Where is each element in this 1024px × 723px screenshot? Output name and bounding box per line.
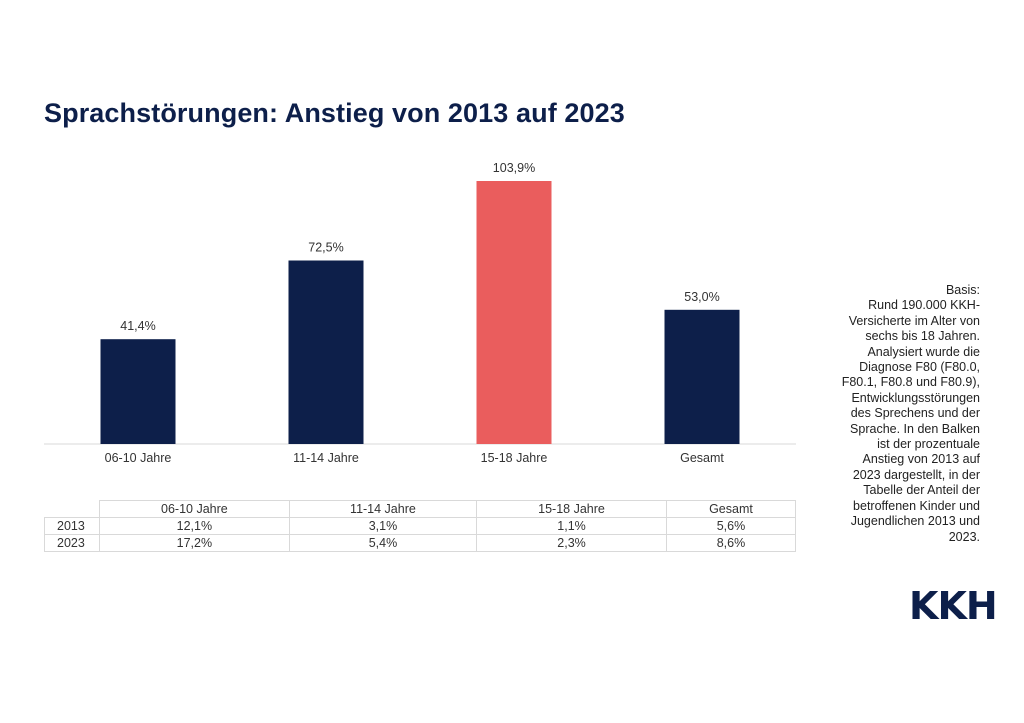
data-label-1: 41,4% [120,319,155,333]
table-cell: 2,3% [476,534,667,552]
x-tick-label-2: 11-14 Jahre [293,451,359,465]
bar-3 [476,181,552,444]
data-table: 06-10 Jahre 11-14 Jahre 15-18 Jahre Gesa… [44,500,797,552]
basis-text: Rund 190.000 KKH-Versicherte im Alter vo… [841,298,980,544]
table-row: 2013 12,1% 3,1% 1,1% 5,6% [44,517,797,535]
table-cell: 5,6% [665,517,797,535]
table-column-header: 15-18 Jahre [476,500,667,518]
table-cell: 1,1% [476,517,667,535]
table-column-header: 06-10 Jahre [99,500,290,518]
table-row-label: 2023 [44,534,100,552]
kkh-logo: KKH [909,584,998,628]
bar-1 [100,339,176,444]
bar-2 [288,260,364,444]
data-label-2: 72,5% [308,241,343,255]
basis-note: Basis: Rund 190.000 KKH-Versicherte im A… [838,283,980,545]
bar-4 [664,309,740,444]
basis-heading: Basis: [945,283,980,297]
x-tick-label-1: 06-10 Jahre [105,451,172,465]
bar-chart: 41,4% 06-10 Jahre 72,5% 11-14 Jahre 103,9% 15… [44,161,796,465]
table-cell: 12,1% [99,517,290,535]
table-cell: 8,6% [665,534,797,552]
table-cell: 5,4% [288,534,478,552]
data-label-4: 53,0% [684,290,719,304]
x-tick-label-3: 15-18 Jahre [481,451,548,465]
table-corner-cell [44,500,100,518]
table-cell: 17,2% [99,534,290,552]
table-column-header: Gesamt [665,500,797,518]
table-header-row: 06-10 Jahre 11-14 Jahre 15-18 Jahre Gesa… [44,500,797,518]
x-tick-label-4: Gesamt [680,451,724,465]
table-row: 2023 17,2% 5,4% 2,3% 8,6% [44,534,797,552]
table-cell: 3,1% [288,517,478,535]
page-title: Sprachstörungen: Anstieg von 2013 auf 20… [44,98,625,128]
table-row-label: 2013 [44,517,100,535]
table-column-header: 11-14 Jahre [288,500,478,518]
data-label-3: 103,9% [493,161,535,175]
